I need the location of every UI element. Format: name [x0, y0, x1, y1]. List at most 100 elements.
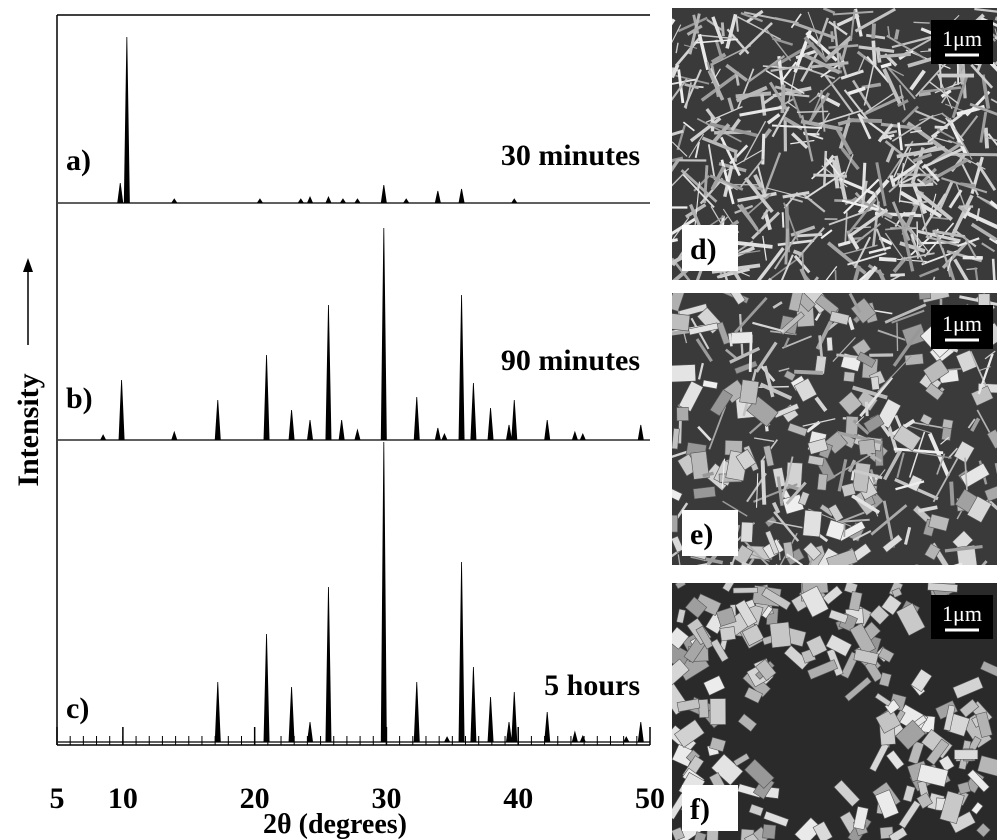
sem-plate: [898, 800, 921, 829]
sem-plate: [761, 587, 792, 611]
sem-plate: [874, 692, 892, 707]
sem-rod: [886, 34, 925, 59]
sem-rod: [762, 127, 773, 139]
sem-rod: [699, 177, 724, 205]
sem-rod: [858, 45, 895, 53]
sem-rod: [852, 385, 888, 400]
sem-rod: [770, 65, 799, 72]
sem-rod: [896, 145, 946, 159]
sem-rod: [948, 139, 964, 147]
sem-rod: [870, 504, 908, 536]
sem-rod: [909, 69, 926, 91]
sem-plate: [737, 713, 758, 732]
sem-rod: [889, 274, 902, 280]
sem-rod: [757, 166, 767, 196]
sem-plate: [976, 822, 991, 838]
sem-image: f) 1μm: [672, 583, 997, 840]
sem-rod: [740, 158, 764, 188]
sem-rod: [843, 89, 871, 123]
sem-rod: [828, 20, 848, 36]
sem-rod: [915, 59, 950, 97]
sem-plate: [856, 390, 879, 412]
sem-rod: [760, 208, 770, 220]
sem-plate: [957, 781, 971, 795]
sem-rod: [740, 11, 763, 23]
sem-rod: [672, 156, 684, 163]
sem-rod: [963, 235, 977, 259]
sem-plate: [895, 602, 926, 637]
sem-rod: [948, 189, 963, 209]
sem-rod: [766, 113, 781, 125]
sem-rod: [974, 8, 997, 13]
sem-rod: [697, 425, 712, 442]
sem-rod: [810, 91, 824, 118]
sem-rod: [766, 29, 792, 62]
sem-rod: [725, 63, 748, 82]
sem-rod: [777, 239, 815, 247]
sem-plate: [848, 591, 863, 612]
sem-rod: [970, 222, 997, 242]
sem-rod: [892, 326, 923, 367]
sem-rod: [796, 64, 836, 80]
intensity-arrow-head: [23, 258, 33, 272]
sem-rod: [842, 244, 878, 256]
sem-rod: [885, 146, 896, 163]
sem-plate: [692, 831, 707, 840]
sem-plate: [943, 704, 956, 732]
sem-rod: [707, 144, 716, 180]
sem-rod: [747, 557, 755, 565]
sem-plate: [975, 711, 993, 738]
sem-plate: [802, 509, 823, 538]
sem-rod: [875, 162, 887, 207]
sem-plate: [688, 322, 719, 336]
sem-rod: [800, 192, 826, 213]
sem-plate: [938, 754, 955, 772]
sem-rod: [672, 63, 680, 79]
sem-rod: [857, 178, 890, 215]
peak: [325, 586, 332, 743]
sem-plate: [748, 803, 764, 817]
sem-plate: [805, 635, 828, 658]
sem-rod: [712, 123, 731, 143]
sem-rod: [941, 112, 952, 122]
sem-plate: [716, 606, 737, 627]
sem-rod: [696, 117, 742, 143]
sem-rod: [877, 123, 894, 143]
sem-rod: [824, 154, 835, 167]
sem-plate: [826, 336, 834, 352]
sem-rod: [746, 9, 764, 24]
sem-rod: [922, 163, 940, 182]
sem-rod: [916, 178, 927, 187]
sem-rod: [891, 35, 934, 49]
sem-rod: [876, 269, 886, 280]
sem-rod: [780, 254, 794, 280]
sem-rod: [904, 142, 933, 147]
sem-plate: [692, 486, 717, 500]
sem-plate: [741, 624, 765, 647]
sem-rod: [672, 167, 690, 187]
sem-rod: [744, 176, 774, 214]
sem-rod: [917, 505, 938, 513]
scale-box: [931, 305, 993, 349]
sem-plate: [828, 609, 849, 624]
sem-rod: [781, 212, 785, 228]
sem-rod: [735, 16, 739, 32]
sem-rod: [672, 238, 678, 243]
sem-plate: [875, 708, 902, 734]
scale-label: 1μm: [942, 601, 982, 626]
peak: [171, 430, 178, 441]
sem-plate: [916, 763, 949, 788]
scale-box: [931, 20, 993, 64]
sem-plate: [878, 671, 892, 688]
sem-rod: [790, 13, 802, 29]
series-label: a): [66, 144, 91, 177]
sem-rod: [785, 481, 807, 505]
sem-rod: [896, 452, 905, 478]
sem-plate: [874, 789, 900, 820]
sem-plate: [719, 626, 737, 642]
sem-rod: [796, 110, 829, 114]
sem-rod: [949, 481, 955, 506]
sem-rod: [820, 229, 833, 240]
peak: [458, 561, 465, 743]
